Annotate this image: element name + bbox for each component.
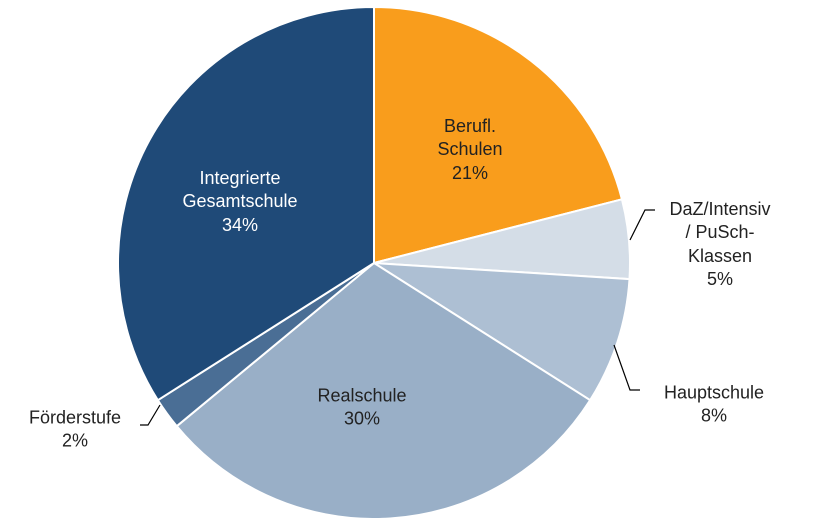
value-label: 2% bbox=[61, 431, 89, 451]
slice-label: Förderstufe 2% bbox=[29, 407, 121, 454]
slice-label: Realschule 30% bbox=[317, 385, 406, 432]
pie-slice bbox=[373, 262, 631, 402]
category-label: Berufl. Schulen bbox=[437, 115, 503, 160]
value-label: 5% bbox=[706, 269, 734, 290]
value-label: 30% bbox=[343, 409, 381, 429]
pie-slice bbox=[175, 261, 592, 518]
pie-slice bbox=[117, 5, 375, 402]
slice-label: Hauptschule 8% bbox=[664, 382, 764, 429]
value-label: 34% bbox=[221, 214, 259, 235]
category-label: Integrierte Gesamtschule bbox=[182, 167, 298, 212]
category-label: Realschule bbox=[317, 385, 407, 406]
value-label: 21% bbox=[451, 162, 489, 183]
slice-label: Integrierte Gesamtschule 34% bbox=[182, 167, 297, 237]
slice-label: DaZ/Intensiv / PuSch- Klassen 5% bbox=[669, 198, 770, 292]
slice-label: Berufl. Schulen 21% bbox=[437, 115, 502, 185]
value-label: 8% bbox=[700, 406, 728, 426]
category-label: Förderstufe bbox=[28, 407, 122, 428]
leader-line bbox=[613, 344, 640, 391]
category-label: DaZ/Intensiv / PuSch- Klassen bbox=[669, 199, 771, 266]
leader-line bbox=[629, 209, 655, 241]
pie-slice bbox=[373, 5, 624, 265]
leader-line bbox=[140, 404, 161, 426]
category-label: Hauptschule bbox=[663, 382, 765, 403]
